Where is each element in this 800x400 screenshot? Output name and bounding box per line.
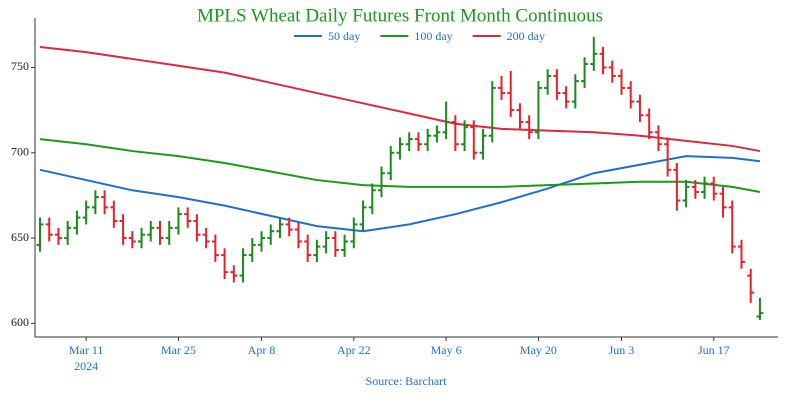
source: Source: Barchart <box>366 374 448 388</box>
x-tick-label: May 20 <box>520 343 557 357</box>
legend-label: 200 day <box>507 29 545 43</box>
ma-line <box>39 138 761 193</box>
x-year-label: 2024 <box>74 359 98 373</box>
x-tick-label: Apr 22 <box>337 343 371 357</box>
legend-label: 50 day <box>328 29 360 43</box>
x-tick-label: Apr 8 <box>248 343 276 357</box>
legend-label: 100 day <box>414 29 452 43</box>
x-tick-label: Jun 3 <box>609 343 635 357</box>
chart-title: MPLS Wheat Daily Futures Front Month Con… <box>197 5 603 26</box>
x-tick-label: Mar 25 <box>161 343 196 357</box>
y-tick-label: 650 <box>11 230 29 244</box>
y-tick-label: 750 <box>11 59 29 73</box>
y-tick-label: 700 <box>11 145 29 159</box>
ma-line <box>39 46 761 153</box>
y-tick-label: 600 <box>11 315 29 329</box>
x-tick-label: Jun 17 <box>698 343 730 357</box>
ma-line <box>39 155 761 233</box>
x-tick-label: May 6 <box>431 343 462 357</box>
x-tick-label: Mar 11 <box>69 343 104 357</box>
